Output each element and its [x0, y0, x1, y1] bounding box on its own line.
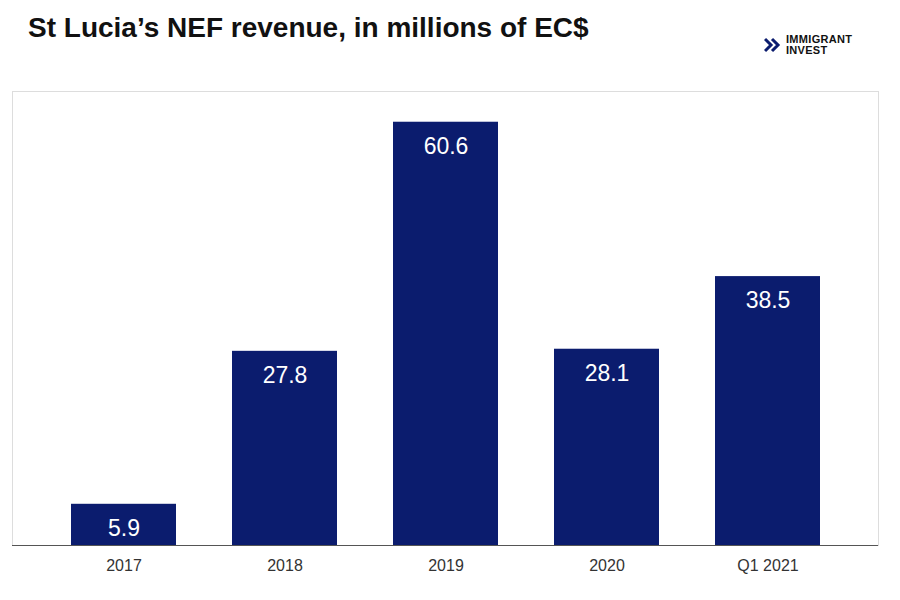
svg-text:2018: 2018 — [267, 557, 303, 574]
html-text:IMMIGRANT INVEST: IMMIGRANT INVEST — [786, 33, 853, 56]
svg-text:Q1 2021: Q1 2021 — [737, 557, 798, 574]
html-text:St Lucia’s NEF revenue, in mil: St Lucia’s NEF revenue, in millions of E… — [28, 12, 589, 43]
svg-text:60.6: 60.6 — [424, 133, 469, 159]
svg-text:38.5: 38.5 — [746, 287, 791, 313]
svg-text:2020: 2020 — [589, 557, 625, 574]
svg-text:28.1: 28.1 — [585, 360, 630, 386]
svg-text:2019: 2019 — [428, 557, 464, 574]
svg-text:27.8: 27.8 — [263, 362, 308, 388]
svg-text:5.9: 5.9 — [108, 515, 140, 541]
svg-text:2017: 2017 — [106, 557, 142, 574]
